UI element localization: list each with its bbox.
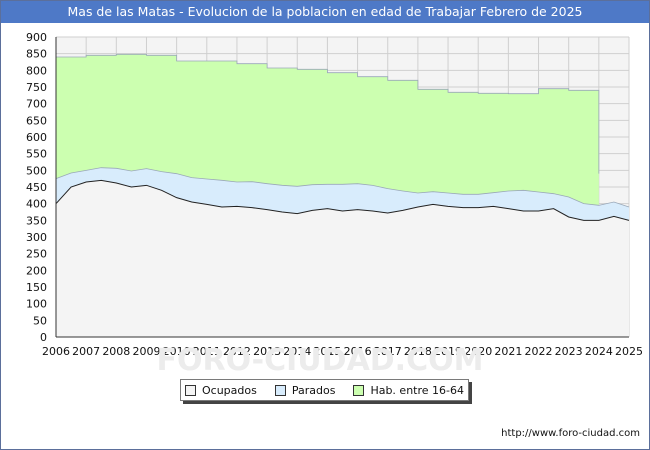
chart-legend: Ocupados Parados Hab. entre 16-64	[180, 379, 469, 401]
y-tick-label: 650	[26, 114, 47, 127]
y-tick-label: 900	[26, 31, 47, 44]
legend-label-ocupados: Ocupados	[201, 383, 257, 397]
chart-title: Mas de las Matas - Evolucion de la pobla…	[1, 1, 649, 23]
series-areas	[55, 53, 630, 337]
y-tick-label: 450	[26, 181, 47, 194]
x-tick-label: 2009	[132, 345, 160, 358]
y-tick-label: 550	[26, 148, 47, 161]
y-tick-label: 350	[26, 214, 47, 227]
x-tick-label: 2014	[283, 345, 311, 358]
y-tick-label: 250	[26, 248, 47, 261]
x-tick-label: 2018	[404, 345, 432, 358]
y-tick-label: 600	[26, 131, 47, 144]
y-tick-label: 300	[26, 231, 47, 244]
legend-label-parados: Parados	[291, 383, 336, 397]
y-tick-label: 100	[26, 298, 47, 311]
y-tick-label: 800	[26, 64, 47, 77]
y-tick-label: 150	[26, 281, 47, 294]
y-tick-label: 50	[33, 314, 47, 327]
legend-item-ocupados: Ocupados	[184, 383, 257, 397]
line-hab-entre-16-64	[56, 53, 600, 174]
y-tick-label: 700	[26, 98, 47, 111]
x-tick-label: 2012	[223, 345, 251, 358]
legend-swatch-parados	[274, 384, 286, 396]
credit-link[interactable]: http://www.foro-ciudad.com	[501, 428, 640, 439]
legend-swatch-hab	[353, 384, 365, 396]
area-ocupados	[56, 180, 629, 337]
x-tick-label: 2021	[494, 345, 522, 358]
x-tick-label: 2006	[42, 345, 70, 358]
y-tick-label: 0	[40, 331, 47, 344]
y-tick-label: 500	[26, 164, 47, 177]
x-tick-label: 2025	[615, 345, 643, 358]
x-tick-label: 2024	[585, 345, 613, 358]
x-tick-label: 2011	[193, 345, 221, 358]
y-tick-label: 200	[26, 264, 47, 277]
x-tick-label: 2010	[163, 345, 191, 358]
legend-item-hab: Hab. entre 16-64	[353, 384, 464, 397]
legend-label-hab: Hab. entre 16-64	[370, 383, 464, 397]
x-tick-label: 2020	[464, 345, 492, 358]
x-tick-label: 2015	[313, 345, 341, 358]
legend-item-parados: Parados	[274, 383, 336, 397]
line-parados	[55, 167, 630, 208]
y-tick-label: 850	[26, 48, 47, 61]
x-tick-label: 2016	[344, 345, 372, 358]
x-tick-label: 2008	[102, 345, 130, 358]
x-tick-label: 2023	[555, 345, 583, 358]
x-tick-label: 2022	[525, 345, 553, 358]
x-tick-labels: 2006 2007 2008 2009 2010 2011 2012 2013 2014 2015…	[42, 345, 643, 358]
x-tick-label: 2019	[434, 345, 462, 358]
line-ocupados	[55, 179, 630, 221]
x-tick-label: 2007	[72, 345, 100, 358]
axes	[55, 37, 629, 338]
legend-swatch-ocupados	[184, 384, 196, 396]
y-tick-label: 400	[26, 198, 47, 211]
y-tick-labels: 0 50 100 150 200 250 300 350 400 450 500 550 600 650 7…	[26, 31, 47, 344]
watermark: FORO-CIUDAD.COM	[157, 343, 484, 378]
y-tick-label: 750	[26, 81, 47, 94]
x-tick-label: 2013	[253, 345, 281, 358]
x-tick-label: 2017	[374, 345, 402, 358]
